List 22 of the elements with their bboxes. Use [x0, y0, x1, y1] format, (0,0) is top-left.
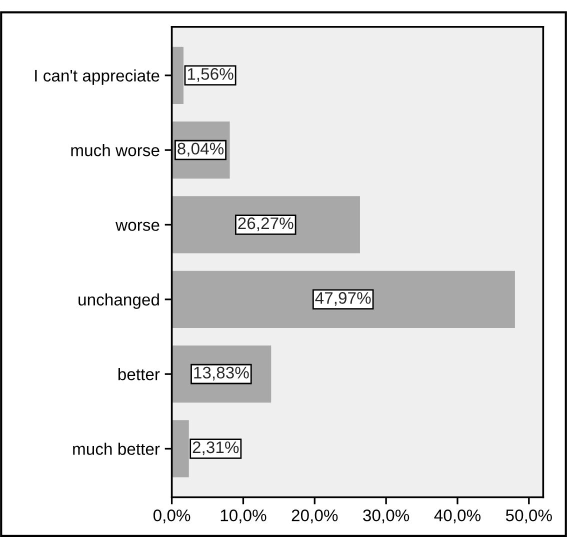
y-tick-label: better [118, 368, 160, 380]
x-tick-label: 40,0% [434, 510, 481, 524]
bar [172, 270, 515, 328]
x-tick-label: 10,0% [220, 510, 266, 524]
data-label: 8,04% [178, 142, 224, 156]
bar [172, 46, 184, 104]
x-tick-label: 50,0% [506, 510, 552, 524]
bar [172, 420, 189, 478]
y-tick-label: I can't appreciate [35, 69, 160, 85]
y-tick-label: unchanged [78, 293, 159, 309]
data-label: 47,97% [315, 292, 371, 306]
y-tick-label: worse [116, 222, 160, 231]
data-label: 1,56% [188, 68, 234, 82]
y-tick-label: much better [73, 442, 160, 455]
bar [172, 196, 360, 254]
x-tick-label: 0,0% [153, 510, 190, 524]
data-label: 13,83% [194, 366, 249, 380]
x-tick-label: 20,0% [292, 510, 338, 524]
data-label: 26,27% [238, 217, 294, 232]
y-tick-label: much worse [71, 144, 160, 156]
x-tick-label: 30,0% [363, 510, 410, 524]
data-label: 2,31% [192, 441, 239, 456]
